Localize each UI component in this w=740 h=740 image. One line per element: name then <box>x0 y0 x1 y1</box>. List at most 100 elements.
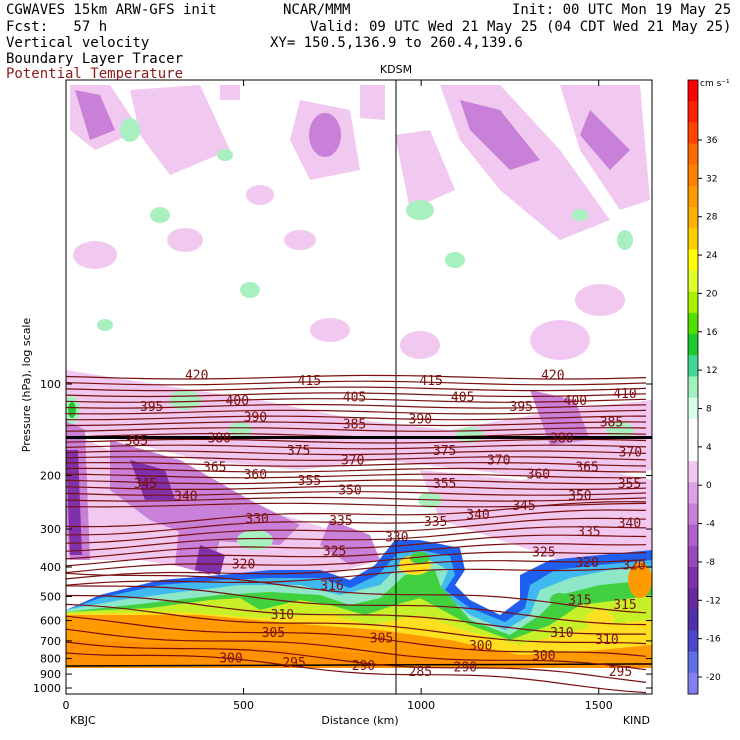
theta-contour <box>66 438 647 444</box>
theta-label: 315 <box>568 594 591 609</box>
colorbar-tick-label: 4 <box>706 443 712 453</box>
y-tick-label: 1000 <box>33 682 61 695</box>
colorbar-swatch <box>688 122 698 145</box>
theta-label: 350 <box>338 483 361 498</box>
y-tick-label: 900 <box>40 668 61 681</box>
theta-label: 395 <box>140 400 163 415</box>
theta-label: 320 <box>232 558 255 573</box>
theta-contour <box>66 509 647 536</box>
forecast-hour: Fcst: 57 h <box>6 19 108 35</box>
theta-label: 305 <box>262 626 285 641</box>
theta-label: 360 <box>527 468 550 483</box>
theta-label: 340 <box>618 516 641 531</box>
y-tick-label: 600 <box>40 615 61 628</box>
colorbar-swatch <box>688 270 698 293</box>
theta-contour <box>66 467 647 473</box>
theta-contour <box>66 542 647 567</box>
org-label: NCAR/MMM <box>283 2 351 18</box>
axes: 0 500 1000 15001002003004005006007008009001… <box>33 80 652 712</box>
theta-contour <box>66 450 647 456</box>
colorbar-swatch <box>688 312 698 335</box>
colorbar-tick-label: 32 <box>706 174 717 184</box>
model-title: CGWAVES 15km ARW-GFS init <box>6 2 217 18</box>
colorbar-tick-label: 16 <box>706 328 718 338</box>
theta-label: 390 <box>409 413 432 428</box>
theta-label: 360 <box>244 468 267 483</box>
theta-label: 290 <box>454 661 477 676</box>
theta-label: 355 <box>298 474 321 489</box>
theta-label: 385 <box>125 434 148 449</box>
theta-label: 375 <box>287 444 310 459</box>
theta-label: 345 <box>134 477 157 492</box>
x-tick-label: 1000 <box>407 699 435 712</box>
colorbar-tick-label: 20 <box>706 289 718 299</box>
theta-contour <box>66 409 647 415</box>
theta-label: 300 <box>532 649 555 664</box>
x-axis-label: Distance (km) <box>321 714 398 727</box>
theta-label: 415 <box>419 374 442 389</box>
theta-label: 370 <box>487 453 510 468</box>
colorbar-tick-label: 12 <box>706 366 717 376</box>
colorbar-tick-label: 36 <box>706 136 718 146</box>
colorbar-swatch <box>688 588 698 610</box>
theta-contour <box>66 380 647 386</box>
theta-label: 420 <box>541 368 564 383</box>
theta-contour <box>66 517 647 544</box>
theta-label: 295 <box>609 665 632 680</box>
colorbar-tick-label: 28 <box>706 213 718 223</box>
theta-label: 350 <box>568 489 591 504</box>
y-tick-label: 700 <box>40 635 61 648</box>
theta-label: 315 <box>613 598 636 613</box>
station-label: KDSM <box>380 63 412 76</box>
colorbar-units: cm s⁻¹ <box>700 79 730 89</box>
theta-contour <box>66 473 647 479</box>
colorbar-swatch <box>688 461 698 483</box>
y-tick-label: 800 <box>40 653 61 666</box>
theta-label: 285 <box>409 665 432 680</box>
theta-label: 365 <box>575 461 598 476</box>
colorbar-swatch <box>688 249 698 272</box>
vertical-velocity-field <box>66 80 652 694</box>
theta-label: 316 <box>320 579 343 594</box>
theta-contour <box>66 615 647 657</box>
theta-contour <box>66 421 647 427</box>
colorbar-swatch <box>688 524 698 547</box>
theta-label: 375 <box>433 444 456 459</box>
theta-contour <box>66 392 647 398</box>
theta-label: 340 <box>174 490 197 505</box>
theta-label: 370 <box>341 453 364 468</box>
colorbar-swatch <box>688 418 698 441</box>
x-tick-label: 1500 <box>585 699 613 712</box>
theta-label: 370 <box>619 446 642 461</box>
theta-contour <box>66 398 647 403</box>
y-tick-label: 300 <box>40 523 61 536</box>
theta-label: 385 <box>343 418 366 433</box>
theta-contour <box>66 640 647 683</box>
colorbar-swatch <box>688 545 698 568</box>
x-tick-label: 0 <box>63 699 70 712</box>
colorbar-swatch <box>688 80 698 102</box>
theta-contour <box>66 415 647 421</box>
y-tick-label: 100 <box>40 378 61 391</box>
colorbar-swatch <box>688 101 698 123</box>
colorbar-swatch <box>688 609 698 631</box>
colorbar-swatch <box>688 355 698 377</box>
theta-label: 310 <box>595 633 618 648</box>
colorbar-swatch <box>688 482 698 504</box>
theta-label: 305 <box>370 632 393 647</box>
theta-label: 405 <box>451 391 474 406</box>
colorbar-swatch <box>688 397 698 420</box>
x-tick-label: 500 <box>233 699 254 712</box>
right-endpoint-label: KIND <box>623 714 650 727</box>
theta-label: 320 <box>575 556 598 571</box>
theta-contour <box>66 526 647 552</box>
potential-temperature-contours <box>66 374 652 694</box>
theta-label: 310 <box>271 608 294 623</box>
theta-contour <box>66 374 647 380</box>
theta-label: 335 <box>424 515 447 530</box>
theta-contour <box>66 479 647 485</box>
colorbar-tick-label: 0 <box>706 481 712 491</box>
theta-contour <box>66 491 647 496</box>
y-tick-label: 200 <box>40 470 61 483</box>
theta-label: 345 <box>512 499 535 514</box>
